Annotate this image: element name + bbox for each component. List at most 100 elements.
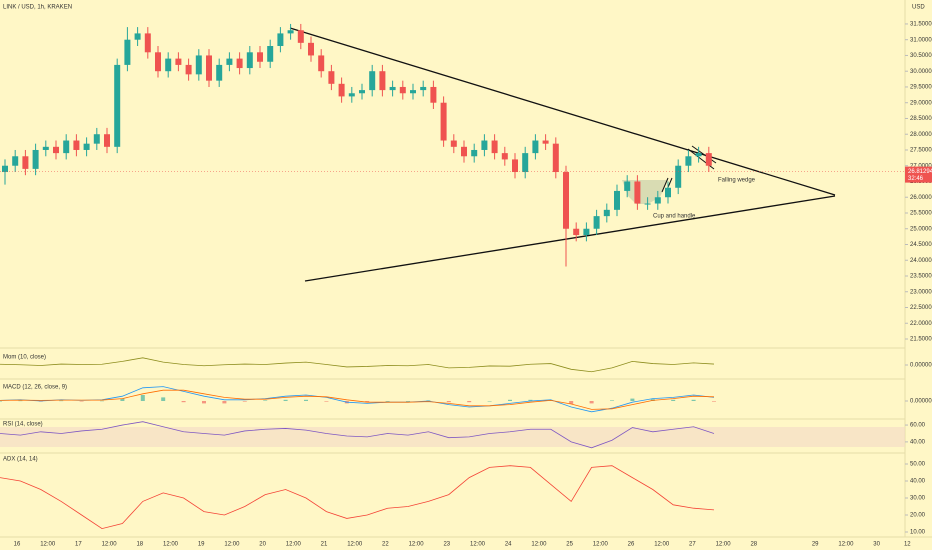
histogram-bar — [467, 401, 472, 403]
candle-body — [134, 33, 141, 40]
candle-body — [226, 58, 233, 65]
candle-body — [552, 143, 559, 173]
histogram-bar — [630, 398, 635, 401]
trend-line — [304, 195, 836, 282]
y-tick-label: 10.00 — [910, 530, 926, 536]
y-tick-label: 23.50000 — [910, 274, 932, 280]
histogram-bar — [691, 399, 696, 401]
histogram-bar — [161, 397, 166, 401]
x-tick-label: 12:00 — [716, 542, 732, 548]
candle-body — [348, 93, 355, 97]
y-tick-label: 24.00000 — [910, 258, 932, 264]
candle-body — [287, 30, 294, 34]
y-tick-label: 23.00000 — [910, 289, 932, 295]
histogram-bar — [365, 401, 370, 403]
histogram-bar — [610, 400, 614, 401]
histogram-bar — [712, 401, 716, 402]
y-tick-label: 27.50000 — [910, 148, 932, 154]
histogram-bar — [59, 400, 64, 402]
candle-body — [532, 140, 539, 154]
candle-body — [257, 52, 263, 62]
indicator-line — [0, 357, 715, 373]
candle-body — [654, 197, 661, 204]
indicator-title: Mom (10, close) — [3, 355, 46, 361]
candle-body — [206, 55, 212, 81]
histogram-bar — [304, 399, 308, 401]
histogram-bar — [528, 399, 533, 401]
candle-body — [144, 33, 151, 53]
candle-body — [359, 90, 365, 94]
candle-body — [450, 140, 457, 147]
y-tick-label: 31.50000 — [910, 22, 932, 28]
candle-body — [573, 228, 580, 236]
candle-body — [236, 58, 243, 69]
candle-body — [114, 64, 121, 147]
candle-body — [83, 143, 90, 150]
candle-body — [430, 86, 437, 103]
histogram-bar — [140, 395, 145, 401]
candle-body — [267, 46, 274, 62]
x-tick-label: 25 — [566, 542, 573, 548]
histogram-bar — [385, 401, 390, 402]
x-tick-label: 12:00 — [838, 542, 854, 548]
y-tick-label: 26.00000 — [910, 195, 932, 201]
candle-body — [399, 86, 406, 94]
x-tick-label: 24 — [505, 542, 512, 548]
histogram-bar — [0, 401, 2, 402]
candle-body — [297, 30, 304, 43]
histogram-bar — [120, 398, 125, 401]
x-tick-label: 22 — [382, 542, 389, 548]
candle-body — [665, 187, 671, 198]
candle-body — [246, 52, 253, 69]
candle-body — [563, 172, 569, 229]
y-tick-label: 28.00000 — [910, 132, 932, 138]
x-tick-label: 26 — [628, 542, 635, 548]
wedge-line — [691, 145, 717, 164]
candle-body — [695, 153, 702, 157]
candle-body — [369, 71, 376, 91]
candle-body — [32, 149, 39, 169]
y-tick-label: 24.50000 — [910, 242, 932, 248]
candle-body — [389, 86, 396, 91]
x-tick-label: 21 — [321, 542, 328, 548]
x-tick-label: 20 — [259, 542, 266, 548]
candle-body — [308, 42, 314, 56]
indicator-title: RSI (14, close) — [3, 422, 43, 428]
candle-body — [410, 90, 416, 94]
x-tick-label: 12:00 — [531, 542, 547, 548]
candle-body — [328, 71, 335, 84]
y-tick-label: 22.00000 — [910, 321, 932, 327]
candle-body — [93, 134, 100, 144]
x-tick-label: 27 — [689, 542, 696, 548]
candle-body — [512, 159, 518, 173]
trend-line — [289, 27, 836, 196]
histogram-bar — [242, 401, 247, 402]
histogram-bar — [18, 400, 23, 402]
candle-body — [522, 153, 529, 173]
candle-body — [634, 181, 641, 204]
candle-body — [471, 149, 478, 157]
histogram-bar — [446, 401, 451, 403]
x-tick-label: 12:00 — [409, 542, 425, 548]
y-tick-label: 60.00 — [910, 423, 926, 429]
y-tick-label: 30.50000 — [910, 53, 932, 59]
handle-line — [661, 177, 669, 193]
candle-body — [195, 55, 202, 75]
candle-body — [73, 140, 80, 150]
x-tick-label: 12:00 — [654, 542, 670, 548]
indicator-title: ADX (14, 14) — [3, 457, 38, 463]
candle-body — [603, 209, 610, 217]
candle-body — [461, 146, 467, 157]
candle-body — [705, 153, 712, 166]
candle-body — [12, 156, 19, 166]
y-tick-label: 20.00 — [910, 513, 926, 519]
last-price-label: 26.81294 — [908, 169, 932, 175]
x-tick-label: 17 — [75, 542, 82, 548]
candle-body — [165, 58, 172, 72]
candle-body — [104, 134, 110, 147]
y-tick-label: 28.50000 — [910, 116, 932, 122]
y-tick-label: 27.00000 — [910, 163, 932, 169]
y-tick-label: 25.00000 — [910, 226, 932, 232]
